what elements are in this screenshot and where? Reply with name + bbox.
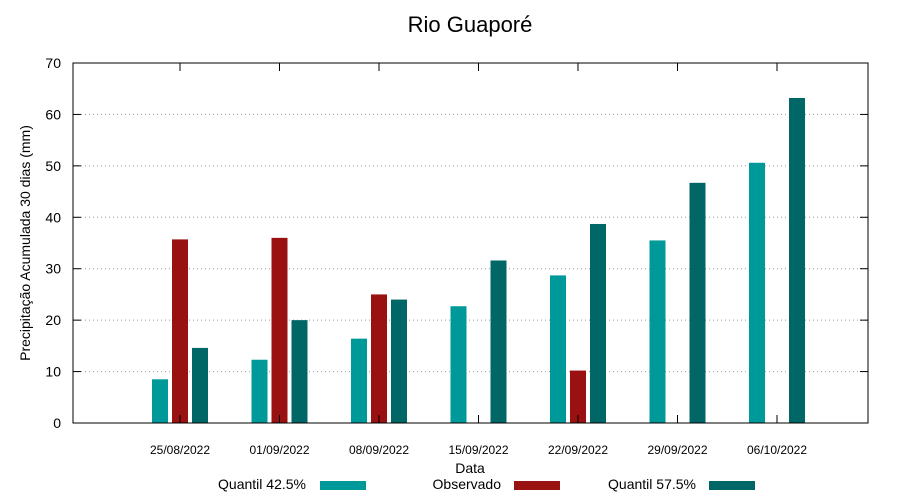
bars <box>152 97 805 423</box>
bar <box>550 275 566 423</box>
x-tick-label: 15/09/2022 <box>448 443 508 457</box>
bar <box>271 237 288 423</box>
y-tick-label: 60 <box>45 106 61 122</box>
legend: Quantil 42.5% Observado Quantil 57.5% <box>218 476 755 492</box>
y-tick-label: 0 <box>53 415 61 431</box>
bar <box>291 320 308 423</box>
x-tick-label: 06/10/2022 <box>747 443 807 457</box>
y-tick-label: 10 <box>45 364 61 380</box>
bar <box>649 240 666 423</box>
y-tick-label: 30 <box>45 261 61 277</box>
bar <box>391 299 407 423</box>
y-axis-label: Precipitação Acumulada 30 dias (mm) <box>17 125 33 361</box>
y-axis-ticks: 0 10 20 30 40 50 60 70 <box>45 55 868 431</box>
chart-title: Rio Guaporé <box>408 12 533 37</box>
bar <box>152 379 168 423</box>
bar <box>590 223 606 423</box>
legend-swatch <box>320 481 366 490</box>
bar <box>749 162 765 423</box>
bar <box>351 338 367 423</box>
bar <box>172 239 188 423</box>
x-tick-label: 29/09/2022 <box>647 443 707 457</box>
legend-label: Observado <box>433 476 502 492</box>
x-tick-label: 01/09/2022 <box>249 443 309 457</box>
legend-swatch <box>514 481 560 490</box>
legend-label: Quantil 42.5% <box>218 476 306 492</box>
bar <box>570 370 586 423</box>
bar <box>490 260 507 423</box>
legend-swatch <box>709 481 755 490</box>
x-axis-ticks: 25/08/2022 01/09/2022 08/09/2022 15/09/2022… <box>150 63 807 457</box>
y-tick-label: 40 <box>45 209 61 225</box>
x-axis-label: Data <box>455 460 485 476</box>
y-tick-label: 20 <box>45 312 61 328</box>
bar <box>192 347 208 423</box>
bar <box>789 97 805 423</box>
x-tick-label: 25/08/2022 <box>150 443 210 457</box>
bar <box>251 359 268 423</box>
plot-frame <box>72 62 869 424</box>
bar <box>689 182 706 423</box>
x-tick-label: 22/09/2022 <box>548 443 608 457</box>
bar <box>450 306 467 423</box>
bar <box>371 294 387 423</box>
legend-label: Quantil 57.5% <box>608 476 696 492</box>
y-tick-label: 70 <box>45 55 61 71</box>
x-tick-label: 08/09/2022 <box>349 443 409 457</box>
y-tick-label: 50 <box>45 158 61 174</box>
grid-lines <box>73 113 868 373</box>
